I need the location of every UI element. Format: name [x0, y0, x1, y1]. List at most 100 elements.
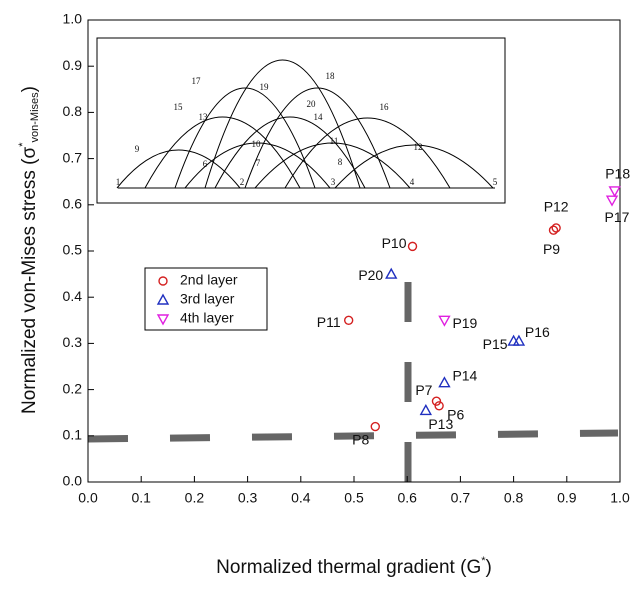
point — [548, 225, 559, 235]
y-title-sub: von-Mises — [29, 92, 41, 143]
inset-label: 5 — [493, 177, 498, 187]
x-tick-label: 0.7 — [451, 490, 471, 506]
y-tick-label: 1.0 — [63, 11, 83, 27]
x-tick-label: 0.8 — [504, 490, 524, 506]
y-tick-label: 0.0 — [63, 473, 83, 489]
x-tick-label: 0.1 — [131, 490, 151, 506]
y-title-sup: * — [17, 142, 29, 147]
inset-label: 9 — [135, 144, 140, 154]
inset-label: 7 — [256, 158, 261, 168]
inset-label: 1 — [116, 177, 121, 187]
point — [370, 421, 380, 432]
inset-label: 15 — [174, 102, 184, 112]
x-tick-label: 0.9 — [557, 490, 577, 506]
point — [605, 195, 619, 207]
point-label: P17 — [605, 209, 630, 225]
point — [419, 403, 433, 416]
inset-label: 13 — [199, 112, 209, 122]
bead-outline — [204, 59, 361, 189]
point-label: P13 — [428, 416, 453, 432]
point-label: P9 — [543, 241, 560, 257]
point — [407, 241, 418, 252]
point — [551, 223, 561, 233]
point — [608, 186, 621, 198]
legend-label: 2nd layer — [180, 272, 238, 288]
x-axis-title: Normalized thermal gradient (G*) — [216, 555, 492, 578]
point — [438, 315, 451, 327]
x-tick-label: 0.5 — [344, 490, 364, 506]
point-label: P12 — [544, 199, 569, 215]
inset-label: 19 — [260, 82, 270, 92]
inset-label: 16 — [380, 102, 390, 112]
point-label: P8 — [352, 431, 369, 447]
inset-label: 17 — [192, 76, 202, 86]
bead-outline — [184, 142, 331, 189]
inset-label: 14 — [314, 112, 324, 122]
legend-label: 4th layer — [180, 310, 234, 326]
legend-label: 3rd layer — [180, 291, 235, 307]
point-label: P18 — [605, 166, 630, 182]
y-tick-label: 0.6 — [63, 196, 83, 212]
inset-frame — [96, 37, 506, 204]
bead-outline — [284, 117, 451, 189]
y-title-main: Normalized von-Mises stress (σ — [19, 146, 40, 413]
bead-outline — [174, 87, 316, 189]
y-tick-label: 0.9 — [63, 57, 83, 73]
point — [431, 396, 442, 406]
point-label: P7 — [415, 382, 432, 398]
inset-label: 6 — [203, 159, 208, 169]
inset-label: 18 — [326, 71, 336, 81]
point-label: P20 — [358, 267, 383, 283]
inset-label: 8 — [338, 157, 343, 167]
inset-label: 12 — [414, 142, 423, 152]
x-tick-label: 0.2 — [185, 490, 205, 506]
point-label: P10 — [382, 235, 407, 251]
point-label: P14 — [452, 367, 477, 383]
x-title-sup: * — [481, 555, 486, 567]
inset-label: 11 — [330, 136, 339, 146]
legend-marker — [158, 276, 168, 286]
x-tick-label: 0.0 — [78, 490, 98, 506]
bead-outline — [144, 116, 301, 189]
point-label: P16 — [525, 324, 550, 340]
y-tick-label: 0.7 — [63, 149, 83, 165]
y-tick-label: 0.5 — [63, 242, 83, 258]
y-tick-label: 0.4 — [63, 288, 83, 304]
threshold-lines — [87, 260, 619, 482]
bead-outline — [254, 142, 411, 189]
point — [434, 401, 444, 411]
point — [512, 334, 526, 346]
inset-label: 3 — [331, 177, 336, 187]
legend-marker — [156, 293, 170, 305]
bead-outline — [214, 116, 366, 189]
x-tick-label: 0.3 — [238, 490, 258, 506]
y-tick-label: 0.1 — [63, 427, 83, 443]
point-label: P6 — [447, 406, 464, 422]
legend-marker — [156, 314, 170, 326]
x-tick-label: 0.4 — [291, 490, 311, 506]
bead-outline — [244, 87, 391, 189]
y-tick-label: 0.3 — [63, 334, 83, 350]
inset-label: 10 — [252, 139, 262, 149]
x-tick-label: 0.6 — [397, 490, 417, 506]
point-label: P19 — [452, 315, 477, 331]
bead-outline — [116, 149, 241, 189]
x-title-end: ) — [486, 557, 492, 578]
y-tick-label: 0.8 — [63, 103, 83, 119]
y-title-end: ) — [19, 86, 40, 92]
horizontal-threshold — [87, 429, 619, 443]
point — [438, 376, 451, 388]
inset-label: 4 — [410, 177, 415, 187]
point-label: P11 — [317, 314, 341, 330]
x-title-main: Normalized thermal gradient (G — [216, 557, 481, 578]
point-label: P15 — [483, 336, 508, 352]
point — [343, 315, 354, 325]
point — [385, 267, 398, 279]
x-tick-label: 1.0 — [610, 490, 630, 506]
y-axis-title: Normalized von-Mises stress (σ*von-Mises… — [17, 86, 41, 414]
inset-label: 20 — [307, 99, 317, 109]
y-tick-label: 0.2 — [63, 380, 83, 396]
inset-label: 2 — [240, 177, 245, 187]
